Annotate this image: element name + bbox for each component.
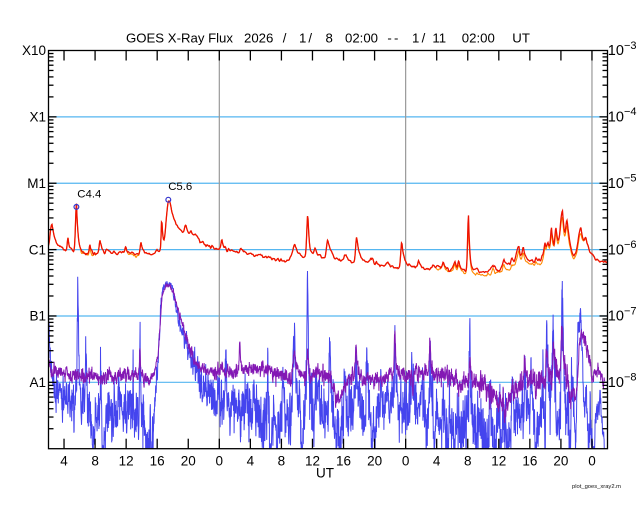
svg-text:1: 1 [412,31,419,46]
svg-text:plot_goes_xray2.m: plot_goes_xray2.m [572,484,621,490]
svg-text:/: / [308,31,312,46]
svg-text:8: 8 [326,31,333,46]
svg-text:/: / [283,31,287,46]
svg-text:12: 12 [305,454,320,469]
svg-text:16: 16 [522,454,537,469]
svg-text:A1: A1 [29,375,46,390]
svg-text:11: 11 [432,31,446,46]
svg-text:16: 16 [150,454,165,469]
svg-text:0: 0 [402,454,410,469]
svg-text:0: 0 [588,454,596,469]
svg-text:B1: B1 [29,309,46,324]
svg-text:X1: X1 [29,110,46,125]
svg-text:UT: UT [512,31,530,46]
svg-text:M1: M1 [27,176,46,191]
svg-text:8: 8 [464,454,472,469]
svg-text:4: 4 [247,454,255,469]
svg-text:12: 12 [119,454,134,469]
svg-text:02:00: 02:00 [345,31,378,46]
svg-text:16: 16 [336,454,351,469]
svg-text:2026: 2026 [244,31,273,46]
svg-text:20: 20 [553,454,568,469]
svg-text:X10: X10 [22,43,46,58]
svg-text:8: 8 [278,454,286,469]
svg-text:UT: UT [316,466,334,481]
svg-text:GOES X-Ray Flux: GOES X-Ray Flux [126,31,233,46]
svg-text:4: 4 [433,454,441,469]
svg-text:20: 20 [367,454,382,469]
svg-text:4: 4 [60,454,68,469]
svg-text:/: / [422,31,426,46]
svg-text:20: 20 [181,454,196,469]
svg-text:C4.4: C4.4 [77,189,101,201]
svg-text:1: 1 [299,31,306,46]
svg-text:8: 8 [91,454,99,469]
svg-text:C5.6: C5.6 [168,181,192,193]
svg-text:--: -- [387,31,400,46]
svg-text:02:00: 02:00 [462,31,495,46]
svg-text:C1: C1 [29,242,46,257]
svg-text:0: 0 [216,454,224,469]
svg-text:12: 12 [491,454,506,469]
